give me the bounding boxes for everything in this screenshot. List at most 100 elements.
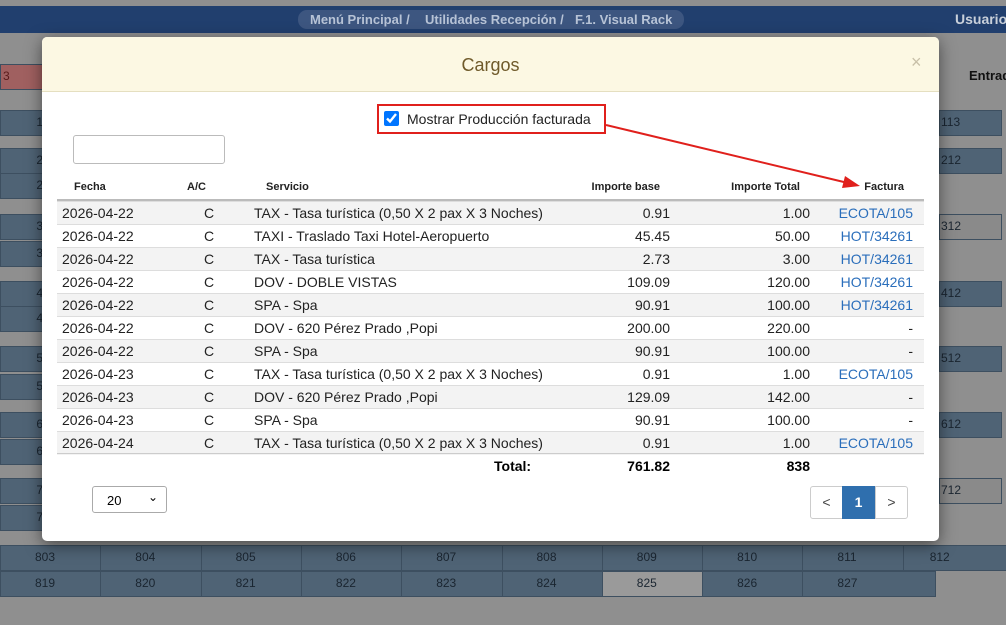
room-cell: 3 (0, 241, 45, 267)
table-row: 2026-04-24 C TAX - Tasa turística (0,50 X … (57, 431, 924, 455)
prev-page[interactable]: < (810, 486, 843, 519)
table-cell: 129.09 (627, 389, 670, 405)
table-cell: C (204, 366, 215, 382)
total-label: Total: (494, 458, 532, 474)
checkbox[interactable] (384, 111, 399, 126)
table-cell: TAX - Tasa turística (0,50 X 2 pax X 3 N… (254, 435, 543, 451)
total-base: 761.82 (627, 458, 670, 474)
room-cell: 812 (902, 545, 1006, 571)
table-cell: TAX - Tasa turística (254, 251, 375, 267)
table-row: 2026-04-22 C TAX - Tasa turística 2.73 3.00 H… (57, 247, 924, 271)
room-cell: 827 (802, 571, 937, 597)
column-header[interactable]: Importe Total (731, 181, 800, 193)
table-cell: 1.00 (782, 366, 810, 382)
invoice-link[interactable]: HOT/34261 (840, 274, 913, 290)
table-cell: 2026-04-23 (62, 389, 134, 405)
breadcrumb-item[interactable]: Menú Principal / (310, 12, 410, 27)
close-button[interactable]: × (911, 52, 922, 72)
table-cell: C (204, 389, 215, 405)
table-cell: SPA - Spa (254, 412, 318, 428)
user-menu[interactable]: Usuario (955, 11, 1006, 27)
room-cell: 212 (939, 148, 1002, 174)
room-cell: 6 (0, 412, 45, 438)
table-cell: 100.00 (767, 343, 810, 359)
invoice-link[interactable]: HOT/34261 (840, 297, 913, 313)
table-row: 2026-04-22 C SPA - Spa 90.91 100.00 HOT/34261 (57, 293, 924, 317)
column-header[interactable]: Importe base (591, 181, 660, 193)
room-cell: 2 (0, 148, 45, 174)
invoice-link[interactable]: ECOTA/105 (838, 205, 913, 221)
table-cell: C (204, 412, 215, 428)
modal-title: Cargos (461, 55, 520, 75)
breadcrumb-item[interactable]: F.1. Visual Rack (575, 12, 673, 27)
table-cell: 200.00 (627, 320, 670, 336)
invoice-link[interactable]: ECOTA/105 (838, 366, 913, 382)
room-cell: 3 (0, 214, 45, 240)
table-cell: C (204, 297, 215, 313)
invoice-link[interactable]: HOT/34261 (840, 251, 913, 267)
column-header[interactable]: Factura (864, 181, 904, 193)
column-header[interactable]: A/C (187, 181, 206, 193)
invoice-link[interactable]: HOT/34261 (840, 228, 913, 244)
table-cell: 100.00 (767, 412, 810, 428)
table-cell: C (204, 205, 215, 221)
table-cell: 142.00 (767, 389, 810, 405)
room-cell: 7 (0, 505, 45, 531)
navbar: Menú Principal / Utilidades Recepción / … (0, 6, 1006, 33)
room-cell: 412 (939, 281, 1002, 307)
invoice-link: - (908, 412, 913, 428)
room-cell: 5 (0, 374, 45, 400)
room-cell: 2 (0, 173, 45, 199)
table-cell: 2.73 (642, 251, 670, 267)
room-cell: 1 (0, 110, 45, 136)
header-line (57, 199, 924, 201)
room-cell: 6 (0, 439, 45, 465)
table-cell: SPA - Spa (254, 343, 318, 359)
table-row: 2026-04-22 C TAXI - Traslado Taxi Hotel-Ae… (57, 224, 924, 248)
table-cell: C (204, 435, 215, 451)
table-cell: DOV - DOBLE VISTAS (254, 274, 397, 290)
table-cell: DOV - 620 Pérez Prado ,Popi (254, 389, 438, 405)
room-cell: 612 (939, 412, 1002, 438)
table-cell: 2026-04-22 (62, 205, 134, 221)
table-row: 2026-04-23 C TAX - Tasa turística (0,50 X … (57, 362, 924, 386)
search-input[interactable] (73, 135, 225, 164)
table-cell: 0.91 (642, 435, 670, 451)
table-cell: 109.09 (627, 274, 670, 290)
table-cell: 2026-04-22 (62, 297, 134, 313)
table-cell: 100.00 (767, 297, 810, 313)
invoice-link[interactable]: ECOTA/105 (838, 435, 913, 451)
table-cell: TAXI - Traslado Taxi Hotel-Aeropuerto (254, 228, 490, 244)
breadcrumb-pill (298, 10, 684, 29)
table-row: 2026-04-22 C DOV - 620 Pérez Prado ,Popi 20… (57, 316, 924, 340)
invoice-link: - (908, 320, 913, 336)
table-cell: 0.91 (642, 366, 670, 382)
checkbox-label[interactable]: Mostrar Producción facturada (407, 111, 591, 127)
page-button[interactable]: 1 (842, 486, 875, 519)
table-cell: SPA - Spa (254, 297, 318, 313)
room-cell: 512 (939, 346, 1002, 372)
table-cell: 90.91 (634, 412, 670, 428)
column-header[interactable]: Fecha (74, 181, 106, 193)
column-header[interactable]: Servicio (266, 181, 309, 193)
total-total: 838 (786, 458, 810, 474)
invoice-link: - (908, 343, 913, 359)
table-cell: 120.00 (767, 274, 810, 290)
room-cell: 7 (0, 478, 45, 504)
table-cell: C (204, 274, 215, 290)
next-page[interactable]: > (875, 486, 908, 519)
table-cell: 2026-04-22 (62, 320, 134, 336)
table-cell: 90.91 (634, 297, 670, 313)
breadcrumb-item[interactable]: Utilidades Recepción / (425, 12, 564, 27)
room-cell: 3 (0, 64, 46, 90)
room-cell: 712 (939, 478, 1002, 504)
table-cell: 2026-04-22 (62, 228, 134, 244)
page-size: 20 (107, 493, 122, 508)
table-cell: C (204, 320, 215, 336)
room-cell: 113 (939, 110, 1002, 136)
table-cell: C (204, 251, 215, 267)
table-cell: 2026-04-22 (62, 343, 134, 359)
page-size-select[interactable]: 20 ⌄ (92, 486, 167, 513)
table-cell: C (204, 343, 215, 359)
